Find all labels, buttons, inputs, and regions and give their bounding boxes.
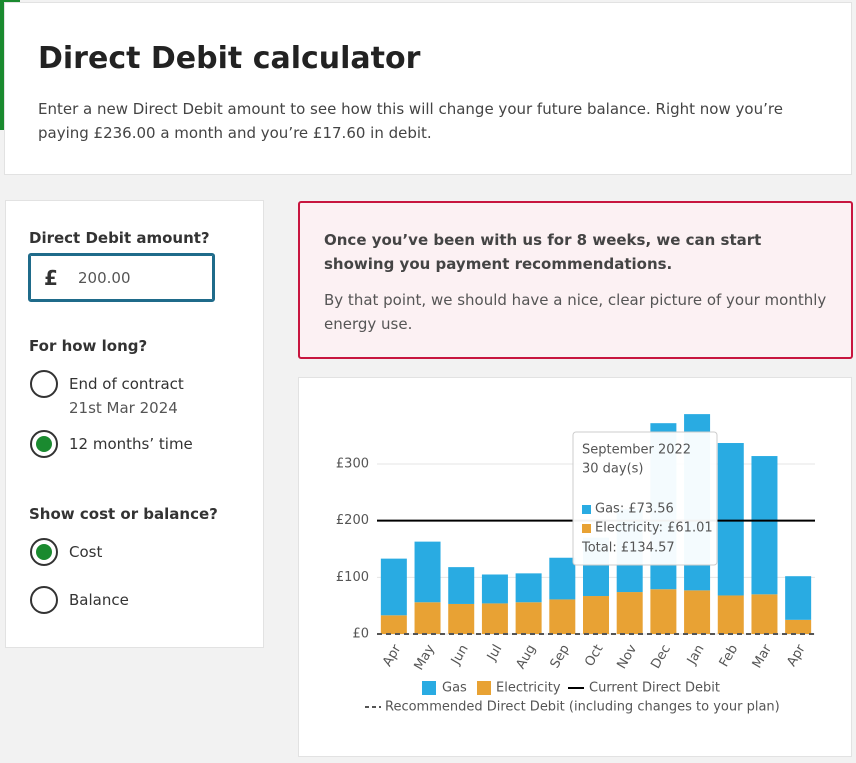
chart-card: £0 £100 £200 £300 Apr May Jun Jul Aug Sep Oct Nov De… bbox=[298, 377, 852, 757]
radio[interactable] bbox=[30, 538, 58, 566]
option-label: Balance bbox=[69, 591, 129, 609]
y-tick-label: £300 bbox=[336, 456, 369, 471]
x-tick-label: Oct bbox=[582, 642, 606, 669]
option-label: Cost bbox=[69, 543, 103, 561]
bar-segment bbox=[616, 592, 643, 634]
bar-segment bbox=[481, 603, 508, 634]
header-card: Direct Debit calculator Enter a new Dire… bbox=[4, 2, 852, 175]
tooltip-total: Total: £134.57 bbox=[581, 541, 675, 556]
x-tick-label: Aug bbox=[513, 642, 539, 671]
bar-segment bbox=[481, 574, 508, 604]
x-tick-label: Jul bbox=[484, 642, 505, 664]
x-tick-label: Apr bbox=[784, 642, 809, 670]
y-tick-label: £0 bbox=[352, 627, 369, 642]
form-card: Direct Debit amount? £ 200.00 For how lo… bbox=[5, 200, 264, 648]
bar-segment bbox=[785, 619, 812, 634]
alert: Once you’ve been with us for 8 weeks, we… bbox=[298, 201, 853, 359]
x-tick-label: Dec bbox=[648, 642, 674, 671]
bar-segment bbox=[515, 573, 542, 603]
bar-segment bbox=[414, 602, 441, 634]
amount-input[interactable]: £ 200.00 bbox=[28, 253, 215, 302]
x-tick-label: Jan bbox=[684, 642, 708, 668]
bar-segment bbox=[717, 595, 744, 634]
radio[interactable] bbox=[30, 430, 58, 458]
option-sub: 21st Mar 2024 bbox=[69, 399, 178, 417]
legend-label: Current Direct Debit bbox=[589, 681, 720, 696]
legend-label: Electricity bbox=[496, 681, 561, 696]
bar-segment bbox=[414, 541, 441, 603]
tooltip-swatch bbox=[582, 524, 591, 533]
bar-segment bbox=[549, 557, 576, 600]
bar-segment bbox=[717, 443, 744, 596]
legend-label: Recommended Direct Debit (including chan… bbox=[385, 700, 780, 715]
bar-segment bbox=[549, 599, 576, 634]
bar-segment bbox=[751, 594, 778, 634]
tooltip bbox=[572, 431, 718, 566]
amount: 200.00 bbox=[78, 269, 131, 287]
tooltip-electricity: Electricity: £61.01 bbox=[595, 521, 713, 536]
legend-label: Gas bbox=[442, 681, 467, 696]
bar-segment bbox=[515, 602, 542, 634]
title: Direct Debit calculator bbox=[38, 41, 421, 76]
duration-label: For how long? bbox=[29, 337, 148, 355]
currency: £ bbox=[44, 266, 58, 290]
radio[interactable] bbox=[30, 586, 58, 614]
bar-segment bbox=[448, 567, 475, 604]
tooltip-title: September 2022 bbox=[582, 443, 691, 458]
mode-label: Show cost or balance? bbox=[29, 505, 218, 523]
bar-segment bbox=[785, 576, 812, 620]
x-tick-label: Apr bbox=[380, 642, 405, 670]
alert-heading: Once you’ve been with us for 8 weeks, we… bbox=[324, 231, 762, 273]
chart: £0 £100 £200 £300 Apr May Jun Jul Aug Sep Oct Nov De… bbox=[336, 414, 815, 715]
bar-segment bbox=[650, 589, 677, 634]
option-label: 12 months’ time bbox=[69, 435, 193, 453]
tooltip-gas: Gas: £73.56 bbox=[595, 502, 674, 517]
y-tick-label: £200 bbox=[336, 513, 369, 528]
bar-segment bbox=[583, 596, 609, 634]
x-tick-label: Jun bbox=[448, 642, 472, 668]
x-tick-label: Mar bbox=[750, 642, 776, 671]
option-label: End of contract bbox=[69, 375, 184, 393]
tooltip-days: 30 day(s) bbox=[582, 462, 644, 477]
x-tick-label: Nov bbox=[615, 642, 641, 672]
alert-body: By that point, we should have a nice, cl… bbox=[324, 291, 827, 333]
amount-label: Direct Debit amount? bbox=[29, 229, 210, 247]
y-tick-label: £100 bbox=[336, 570, 369, 585]
x-tick-label: Sep bbox=[548, 642, 573, 671]
bar-segment bbox=[380, 615, 407, 634]
x-tick-label: May bbox=[412, 642, 439, 673]
x-tick-label: Feb bbox=[717, 642, 742, 669]
radio[interactable] bbox=[30, 370, 58, 398]
bar-segment bbox=[380, 558, 407, 616]
legend-swatch bbox=[477, 681, 491, 695]
bar-segment bbox=[448, 603, 475, 634]
description: Enter a new Direct Debit amount to see h… bbox=[38, 100, 783, 142]
tooltip-swatch bbox=[582, 505, 591, 514]
legend-swatch bbox=[422, 681, 436, 695]
bar-segment bbox=[751, 456, 778, 595]
bar-segment bbox=[684, 590, 711, 634]
